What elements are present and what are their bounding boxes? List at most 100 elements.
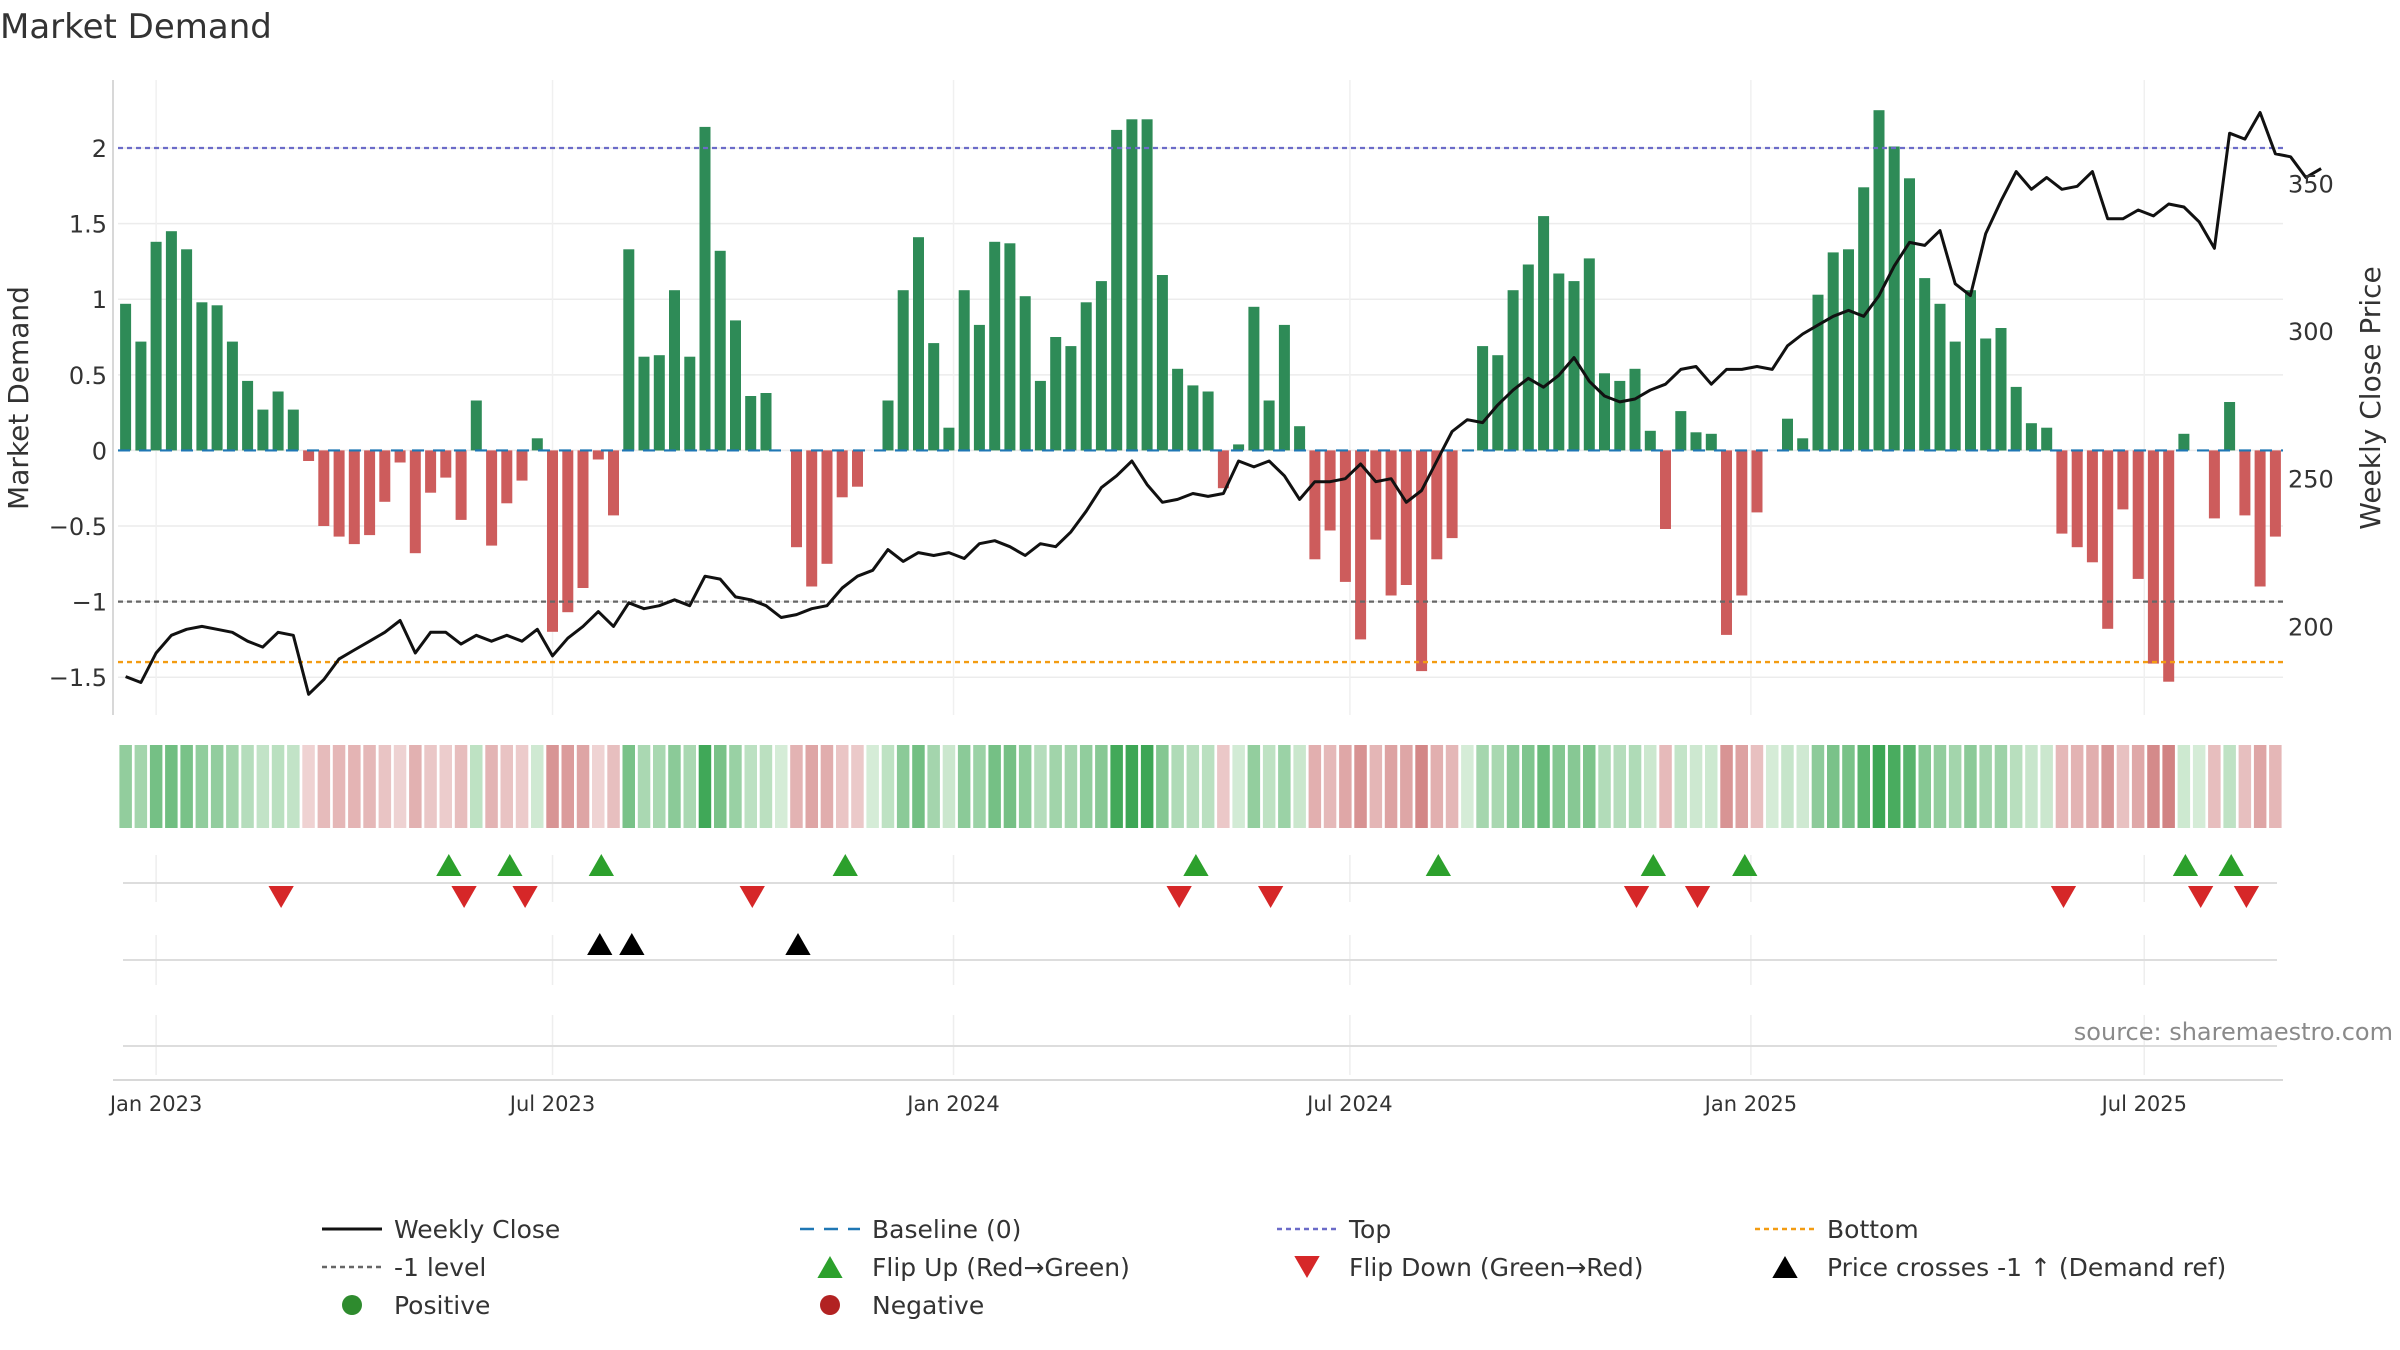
heat-cell [439, 745, 452, 828]
positive-demand-bar [989, 241, 1001, 451]
positive-demand-bar [1019, 296, 1031, 451]
heat-cell [1583, 745, 1596, 828]
flip-down-marker [1258, 886, 1284, 908]
source-note: source: sharemaestro.com [2074, 1018, 2393, 1046]
heat-cell [2070, 745, 2084, 828]
heat-cell [912, 745, 925, 828]
positive-demand-bar [1599, 373, 1610, 451]
positive-demand-bar [669, 290, 680, 451]
legend-item-minus_one: -1 level [322, 1253, 486, 1282]
positive-demand-bar [257, 409, 269, 451]
negative-demand-bar [486, 450, 498, 546]
heat-cell [2116, 745, 2130, 828]
positive-demand-bar [2010, 386, 2022, 451]
negative-demand-bar [1217, 450, 1229, 489]
weekly-close-line [125, 111, 2322, 696]
heat-cell [1018, 745, 1032, 828]
legend-item-top: Top [1277, 1215, 1391, 1244]
positive-demand-bar [181, 249, 193, 451]
negative-demand-bar [1309, 450, 1321, 560]
negative-demand-bar [2132, 450, 2144, 579]
negative-demand-bar [379, 450, 391, 502]
heat-cell [2192, 745, 2206, 828]
negative-demand-bar [1324, 450, 1336, 531]
positive-demand-bar [1095, 281, 1107, 451]
heat-cell [1384, 745, 1398, 828]
flip-down-marker [739, 886, 765, 908]
negative-demand-bar [364, 450, 376, 536]
negative-demand-bar [455, 450, 467, 520]
negative-demand-bar [2239, 450, 2251, 516]
legend-label: Positive [394, 1291, 490, 1320]
heat-cell [2055, 745, 2069, 828]
positive-demand-bar [242, 380, 254, 451]
price-cross-marker [619, 933, 645, 955]
flip-up-marker [832, 854, 858, 876]
y-tick-label: 1 [92, 286, 107, 314]
positive-demand-bar [1065, 346, 1077, 451]
heat-cell [957, 745, 971, 828]
positive-demand-bar [882, 400, 894, 451]
heat-cell [2269, 745, 2282, 828]
positive-demand-bar [638, 356, 650, 451]
negative-demand-bar [608, 450, 619, 516]
heat-cell [896, 745, 910, 828]
positive-demand-bar [1248, 306, 1260, 451]
positive-demand-bar [1278, 324, 1290, 451]
legend-label: Flip Down (Green→Red) [1349, 1253, 1644, 1282]
positive-demand-bar [1050, 337, 1062, 451]
positive-demand-bar [2041, 427, 2053, 451]
heat-cell [744, 745, 757, 828]
heat-cell [775, 745, 788, 828]
heat-cell [1323, 745, 1337, 828]
heat-cell [165, 745, 178, 828]
heat-cell [393, 745, 407, 828]
grid-lines [118, 80, 2283, 1075]
negative-demand-bar [1446, 450, 1458, 539]
heat-cell [1430, 745, 1444, 828]
legend-item-baseline: Baseline (0) [800, 1215, 1021, 1244]
x-tick-label: Jan 2024 [905, 1092, 1000, 1116]
positive-demand-bar [1812, 294, 1824, 451]
flip-down-marker [451, 886, 477, 908]
heat-cell [836, 745, 849, 828]
legend-swatch [1772, 1256, 1798, 1278]
positive-demand-bar [1965, 290, 1976, 451]
negative-demand-bar [303, 450, 315, 461]
heat-cell [1171, 745, 1184, 828]
flip-down-marker [512, 886, 538, 908]
heat-cell [1201, 745, 1215, 828]
positive-demand-bar [958, 290, 970, 451]
y-axis-label: Market Demand [2, 286, 35, 510]
heat-cell [2253, 745, 2267, 828]
heat-cell [500, 745, 513, 828]
negative-demand-bar [852, 450, 863, 487]
flip-up-marker [1640, 854, 1666, 876]
heat-cell [1842, 745, 1855, 828]
x-tick-label: Jul 2025 [2100, 1092, 2187, 1116]
positive-demand-bar [165, 231, 177, 451]
negative-demand-bar [2102, 450, 2114, 629]
positive-demand-bar [1980, 338, 1992, 451]
heat-cell [973, 745, 986, 828]
heat-cell [942, 745, 956, 828]
heat-cell [988, 745, 1001, 828]
heat-cell [1659, 745, 1672, 828]
negative-demand-bar [2117, 450, 2129, 510]
positive-demand-bar [1294, 426, 1306, 451]
positive-demand-bar [897, 290, 909, 451]
positive-demand-bar [1705, 433, 1717, 451]
heat-cell [546, 745, 559, 828]
heat-cell [714, 745, 727, 828]
heat-cell [287, 745, 300, 828]
heat-cell [1720, 745, 1733, 828]
heat-cell [637, 745, 651, 828]
x-axis: Jan 2023 Jul 2023 Jan 2024 Jul 2024 Jan 2025… [108, 1079, 2283, 1116]
negative-demand-bar [791, 450, 802, 548]
legend-item-negative: Negative [820, 1291, 984, 1320]
positive-demand-bar [1675, 411, 1687, 451]
negative-demand-bar [2163, 450, 2175, 682]
legend-label: -1 level [394, 1253, 486, 1282]
heat-cell [119, 745, 132, 828]
positive-demand-bar [1172, 368, 1184, 451]
